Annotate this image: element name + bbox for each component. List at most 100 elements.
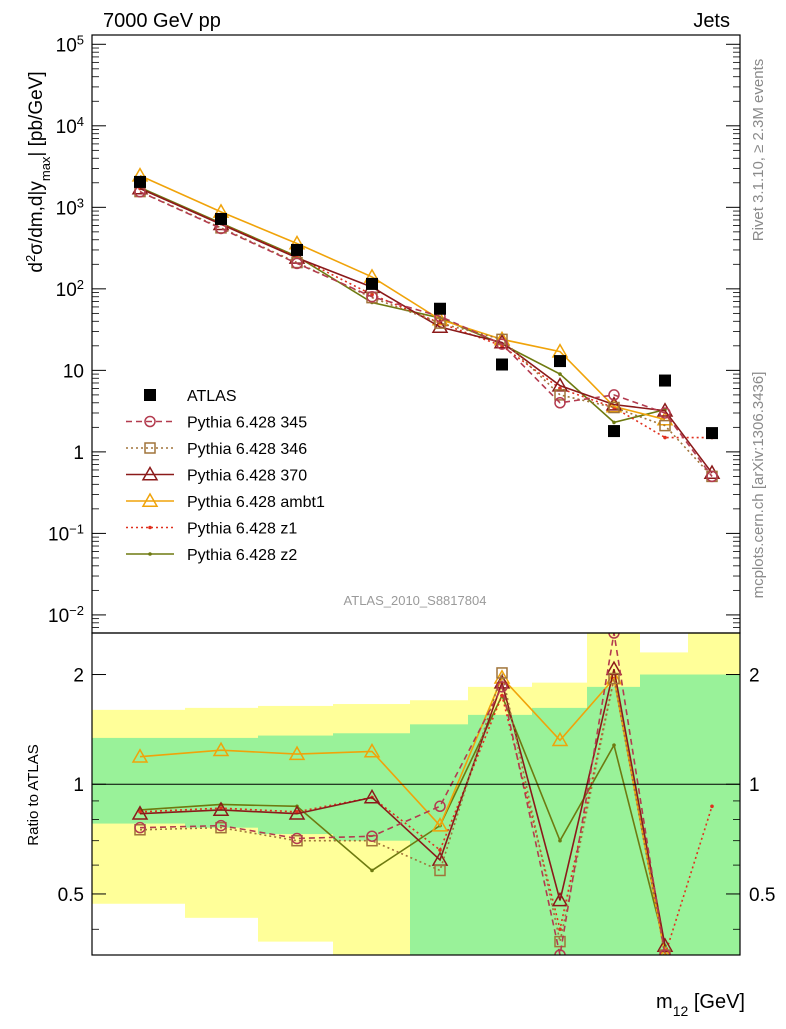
ratio-pythia-6-428-345-marker — [608, 633, 620, 639]
main-series-pythia-6-428-346 — [134, 185, 718, 483]
main-y-tick-label: 10−1 — [48, 521, 84, 546]
legend-entry: Pythia 6.428 370 — [126, 465, 307, 485]
main-atlas-marker — [608, 425, 620, 438]
ratio-pythia-6-428-370-marker — [131, 805, 149, 820]
main-pythia-6-428-345-marker — [554, 397, 566, 409]
legend-entry: Pythia 6.428 ambt1 — [126, 492, 325, 511]
ratio-pythia-6-428-346-marker — [496, 667, 508, 679]
main-atlas-marker — [659, 374, 671, 387]
legend-label: Pythia 6.428 z1 — [187, 521, 297, 538]
ratio-pythia-6-428-ambt1-marker — [431, 817, 449, 832]
main-atlas-marker — [706, 427, 718, 440]
legend-pythia-6-428-ambt1-marker — [141, 492, 159, 507]
ratio-pythia-6-428-ambt1-marker — [660, 946, 670, 955]
ratio-pythia-6-428-z1-marker — [219, 806, 223, 810]
main-pythia-6-428-345-marker — [291, 257, 303, 270]
ratio-pythia-6-428-370-marker — [605, 660, 623, 676]
main-line — [139, 190, 713, 477]
main-line — [139, 187, 713, 474]
main-y-tick-label: 105 — [56, 32, 84, 57]
legend-entry: Pythia 6.428 345 — [126, 415, 307, 432]
ratio-pythia-6-428-z1-marker — [710, 804, 714, 809]
ratio-pythia-6-428-ambt1-marker — [212, 741, 230, 757]
ratio-pythia-6-428-z1-marker — [138, 810, 142, 814]
header-right: Jets — [693, 10, 730, 32]
main-line — [139, 191, 713, 477]
main-atlas-marker — [215, 212, 227, 225]
legend-atlas-marker — [144, 389, 156, 401]
main-y-tick-label: 103 — [56, 195, 84, 220]
main-pythia-6-428-345-marker — [608, 389, 620, 401]
ratio-y-tick-label-left: 2 — [73, 666, 84, 687]
ratio-pythia-6-428-z2-marker — [558, 838, 562, 843]
ratio-line — [139, 676, 666, 955]
ratio-y-tick-label-right: 0.5 — [749, 885, 775, 906]
main-atlas-marker — [291, 243, 303, 256]
ratio-pythia-6-428-346-marker — [608, 672, 620, 685]
legend: ATLAS Pythia 6.428 345 Pythia 6.428 346 Pyt… — [126, 388, 325, 564]
legend-pythia-6-428-370-marker — [141, 465, 159, 481]
ratio-pythia-6-428-z1-marker — [500, 693, 504, 698]
legend-label: Pythia 6.428 370 — [187, 468, 307, 485]
ratio-band-inner — [688, 674, 740, 955]
ratio-pythia-6-428-z1-marker — [438, 848, 442, 852]
main-y-tick-label: 10 — [63, 361, 84, 382]
main-pythia-6-428-370-marker — [431, 318, 449, 334]
series-layer — [131, 167, 721, 955]
main-pythia-6-428-z1-marker — [663, 435, 667, 440]
ratio-y-tick-label-right: 1 — [749, 775, 760, 796]
ratio-pythia-6-428-345-marker — [434, 800, 446, 813]
ratio-pythia-6-428-ambt1-marker — [363, 742, 381, 758]
main-atlas-marker — [554, 355, 566, 368]
ratio-band-inner — [640, 674, 688, 955]
legend-label: Pythia 6.428 346 — [187, 441, 307, 458]
ratio-pythia-6-428-346-marker — [434, 864, 446, 877]
ratio-band-inner — [587, 686, 640, 955]
main-pythia-6-428-346-marker — [434, 317, 446, 329]
main-y-axis-label: d2σ/dm,d|ymax| [pb/GeV] — [23, 71, 53, 272]
mcplots-label: mcplots.cern.ch [arXiv:1306.3436] — [750, 372, 767, 599]
main-series-atlas — [134, 175, 718, 440]
legend-label: Pythia 6.428 345 — [187, 415, 307, 432]
main-series-pythia-6-428-345 — [134, 186, 718, 483]
main-pythia-6-428-345-marker — [659, 407, 671, 419]
ratio-pythia-6-428-z1-marker — [558, 927, 562, 932]
ratio-pythia-6-428-346-marker — [554, 935, 566, 948]
ratio-pythia-6-428-370-marker — [551, 891, 569, 907]
main-panel-frame — [91, 34, 741, 634]
ratio-y-axis-label: Ratio to ATLAS — [25, 744, 42, 845]
main-pythia-6-428-370-marker — [605, 396, 623, 411]
ratio-bands — [92, 633, 740, 955]
main-pythia-6-428-345-marker — [706, 470, 718, 483]
ratio-pythia-6-428-ambt1-marker — [551, 731, 569, 747]
ratio-series-pythia-6-428-ambt1 — [131, 669, 670, 955]
ratio-line — [139, 633, 666, 955]
rivet-label: Rivet 3.1.10, ≥ 2.3M events — [750, 59, 767, 242]
plot-frames — [91, 34, 741, 956]
ratio-y-tick-label-left: 1 — [73, 775, 84, 796]
ratio-pythia-6-428-345-marker — [291, 832, 303, 845]
main-y-tick-label: 10−2 — [48, 602, 84, 627]
ratio-y-tick-label-right: 2 — [749, 666, 760, 687]
header-left: 7000 GeV pp — [103, 10, 221, 32]
legend-entry: Pythia 6.428 z1 — [126, 521, 297, 538]
main-y-tick-label: 104 — [56, 113, 84, 138]
ratio-panel-frame — [91, 632, 741, 956]
ratio-pythia-6-428-z2-marker — [612, 743, 616, 747]
legend-pythia-6-428-z1-marker — [148, 525, 152, 530]
ratio-y-tick-label-left: 0.5 — [58, 885, 84, 906]
x-axis-label: m12 [GeV] — [656, 991, 745, 1019]
ratio-pythia-6-428-345-marker — [496, 681, 508, 693]
main-atlas-marker — [496, 358, 508, 371]
ratio-line — [139, 669, 666, 955]
legend-label: ATLAS — [187, 388, 237, 405]
legend-entry: Pythia 6.428 z2 — [126, 547, 297, 564]
main-pythia-6-428-370-marker — [551, 377, 569, 392]
ratio-pythia-6-428-ambt1-marker — [288, 745, 306, 761]
ratio-pythia-6-428-370-marker — [363, 788, 381, 804]
ratio-line — [139, 668, 666, 947]
main-series-pythia-6-428-370 — [131, 180, 721, 480]
ratio-pythia-6-428-370-marker — [288, 805, 306, 820]
